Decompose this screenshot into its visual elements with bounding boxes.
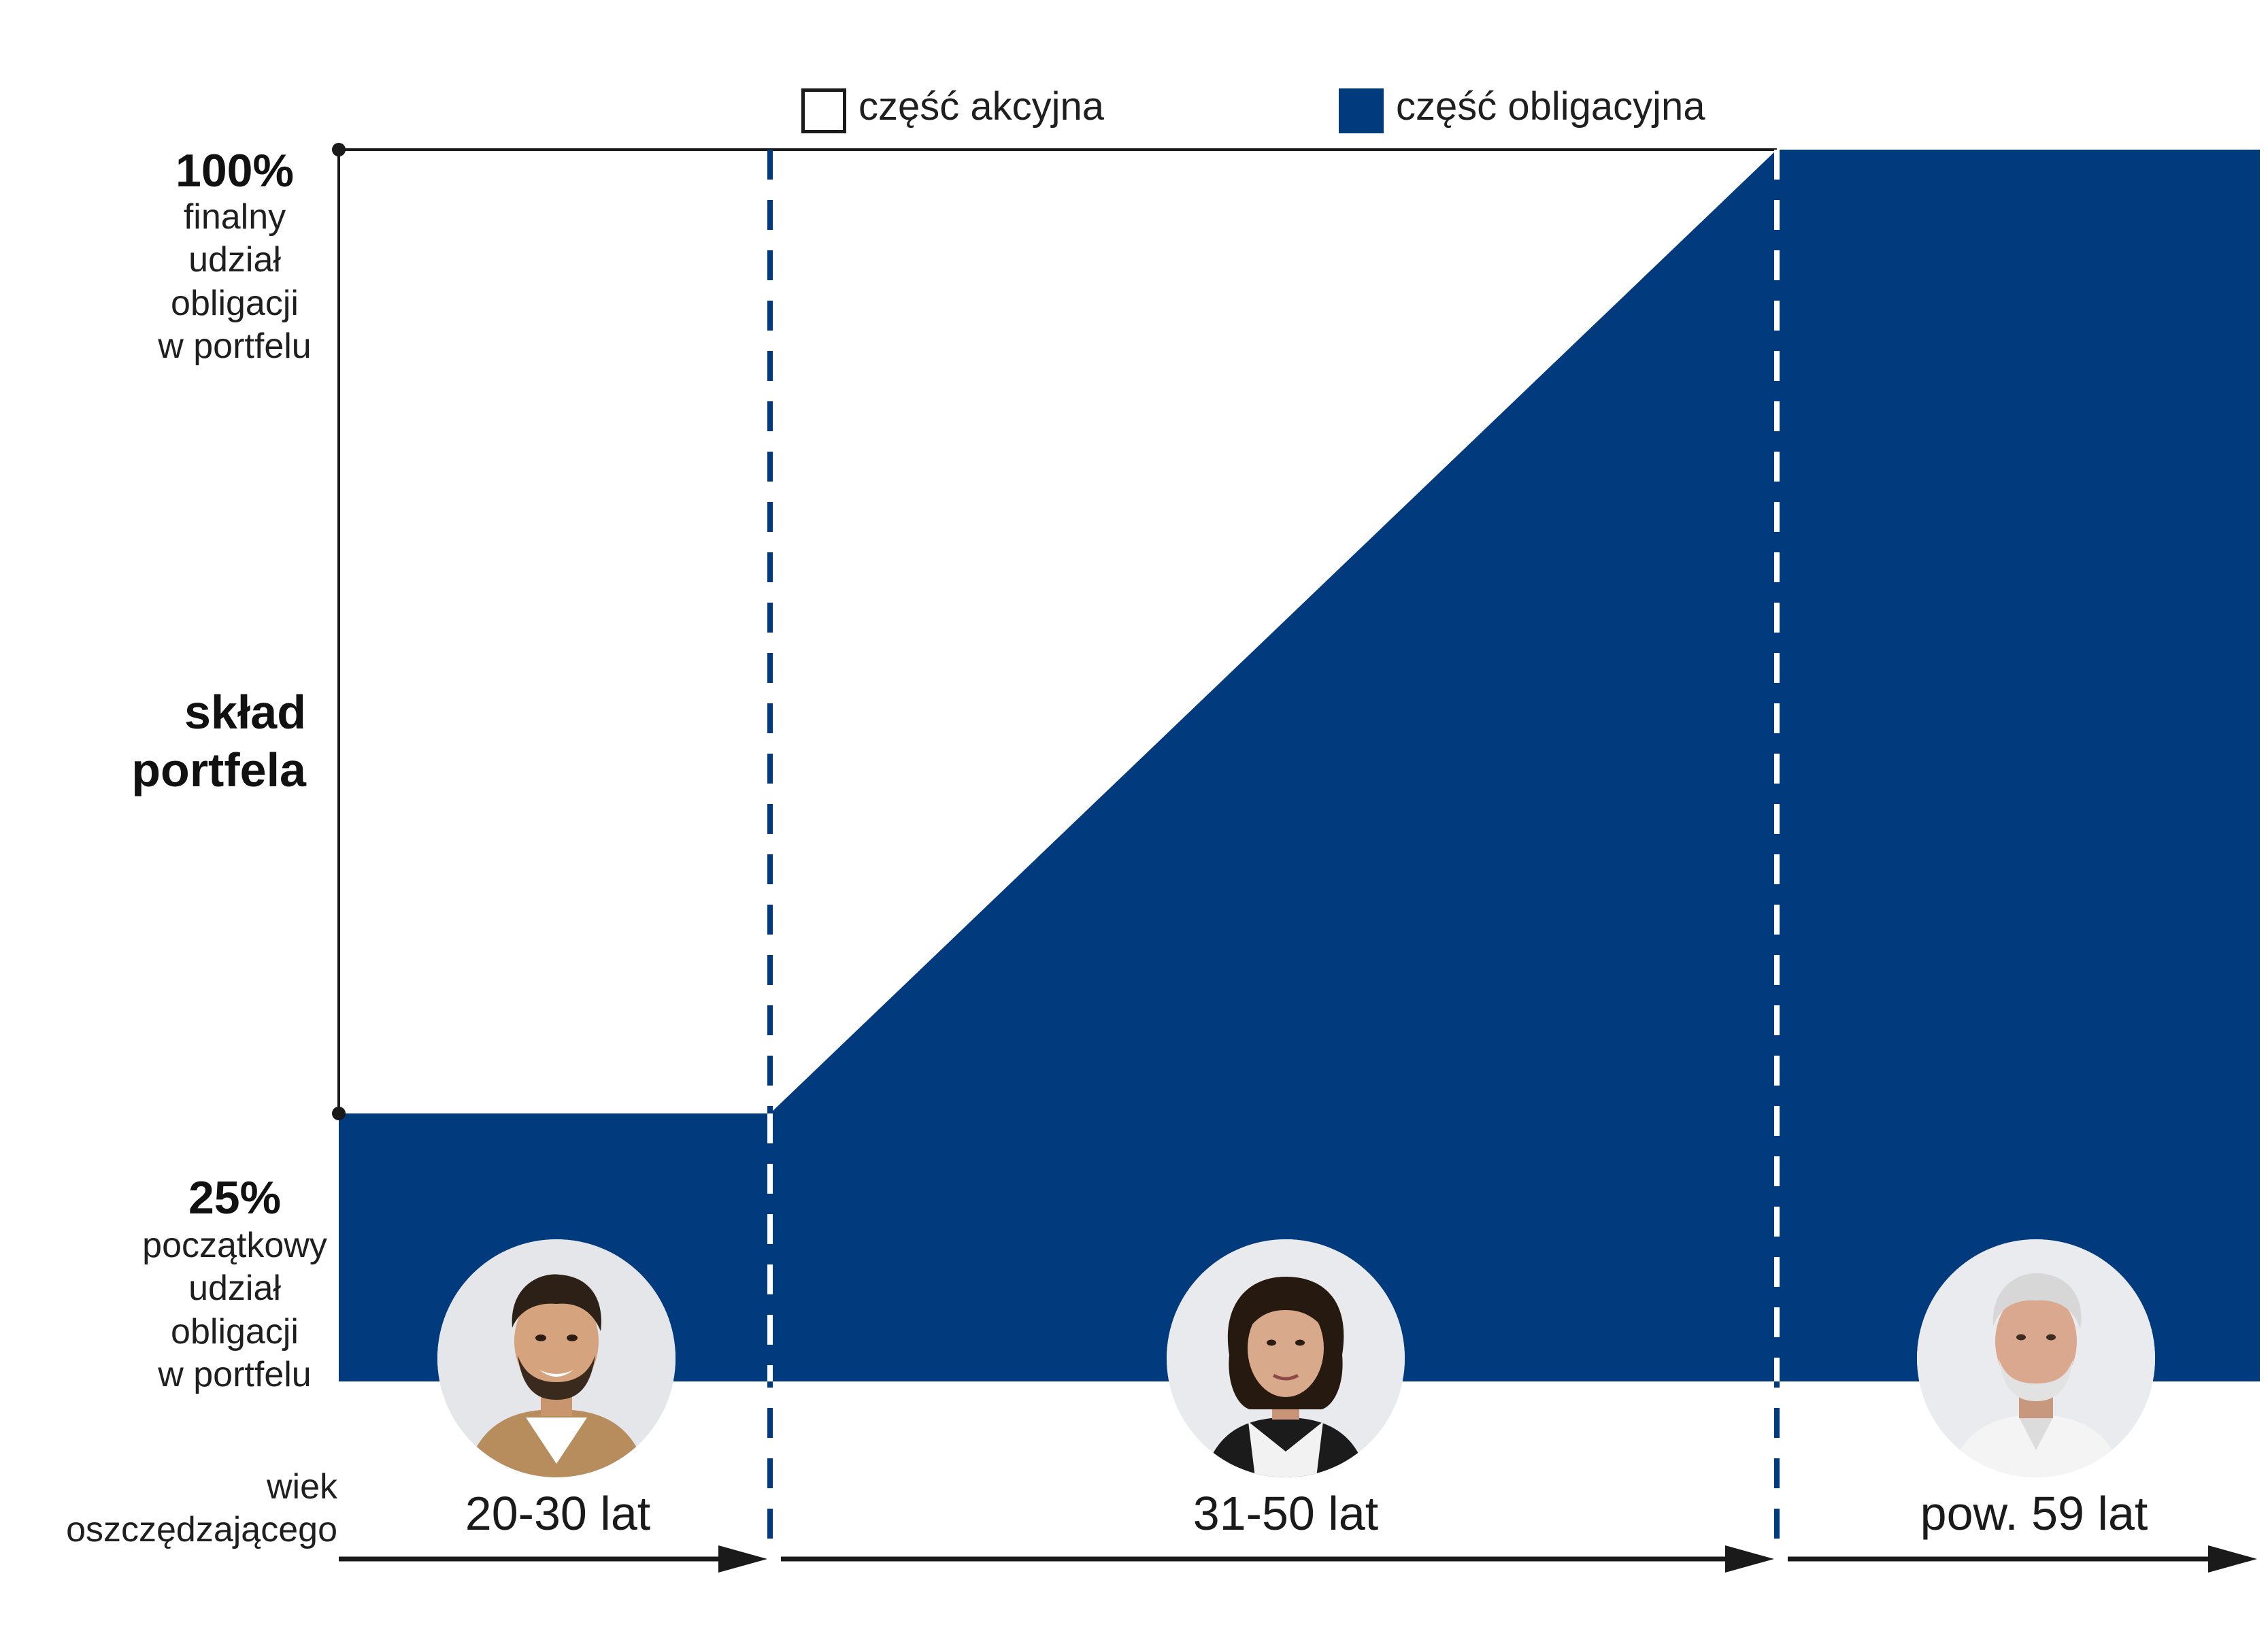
y-bottom-line: obligacji (171, 1311, 299, 1352)
age-label-pow-59: pow. 59 lat (1920, 1487, 2148, 1540)
age-arrowhead-1 (718, 1545, 767, 1573)
y-title-line: skład (184, 686, 306, 739)
legend-equity-label: część akcyjna (858, 84, 1105, 129)
legend-bond-label: część obligacyjna (1396, 84, 1705, 129)
y-tick-100 (332, 143, 346, 156)
y-title-line: portfela (131, 743, 306, 797)
y-tick-25 (332, 1107, 346, 1120)
age-arrowhead-2 (1725, 1545, 1774, 1573)
age-arrowhead-3 (2208, 1545, 2257, 1573)
bond-area (339, 150, 2260, 1381)
y-top-line: w portfelu (158, 326, 312, 367)
y-top-line: finalny (183, 197, 286, 237)
x-axis-title: wiek oszczędzającego (41, 1466, 337, 1552)
y-bottom-line: początkowy (142, 1226, 327, 1265)
x-title-line: wiek (266, 1467, 337, 1507)
woman-avatar (1167, 1239, 1405, 1477)
age-label-20-30: 20-30 lat (465, 1487, 651, 1540)
y-bottom-caption: początkowy udział obligacji w portfelu (129, 1224, 340, 1397)
senior-man-avatar (1917, 1239, 2155, 1477)
y-top-line: udział (188, 240, 281, 280)
y-top-caption: finalny udział obligacji w portfelu (129, 196, 340, 369)
young-man-avatar (437, 1239, 676, 1477)
y-top-line: obligacji (171, 283, 299, 323)
age-label-31-50: 31-50 lat (1193, 1487, 1379, 1540)
y-bottom-value: 25% (188, 1172, 282, 1224)
legend-bond-swatch (1339, 88, 1384, 133)
y-bottom-line: w portfelu (158, 1355, 312, 1395)
legend-equity-swatch (801, 88, 846, 133)
x-title-line: oszczędzającego (66, 1510, 337, 1550)
y-bottom-line: udział (188, 1269, 281, 1309)
y-axis-title: skład portfela (82, 684, 306, 800)
y-top-value: 100% (176, 145, 294, 197)
